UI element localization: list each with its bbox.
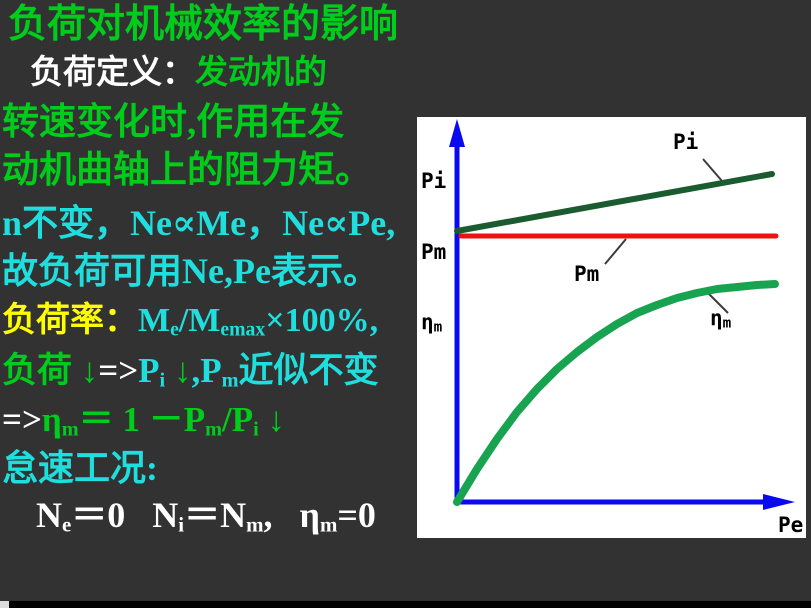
down-arrow: ↓ (165, 351, 192, 390)
formula-subscript: m (319, 512, 338, 537)
formula-segment: M (138, 302, 171, 339)
formula-segment: 近似不变 (238, 351, 379, 390)
text-line-load-rate: 负荷率：Me/Memax×100%, (2, 302, 379, 341)
pi-leader-line (702, 158, 723, 182)
eta-subscript: m (722, 315, 732, 332)
x-axis-label-pe: Pe (778, 513, 804, 537)
pm-curve-label: Pm (574, 262, 600, 286)
eta-curve-label: ηm (710, 306, 732, 332)
text-line-idle-equations: Ne＝0 Ni＝Nm, ηm=0 (36, 496, 376, 536)
formula-subscript: i (159, 369, 166, 392)
formula-segment: =0 (337, 495, 376, 535)
text-line-definition: 负荷定义：发动机的 (30, 55, 327, 92)
formula-segment: ,P (191, 351, 222, 390)
chart-panel: Pi Pm ηm Pi Pm ηm Pe (417, 117, 806, 538)
text-line-definition-3: 动机曲轴上的阻力矩。 (2, 150, 372, 191)
formula-subscript: m (221, 369, 239, 392)
formula-segment: , η (263, 495, 320, 535)
definition-label: 负荷定义： (30, 55, 195, 91)
formula-segment: ＝N (184, 495, 247, 535)
text-line-definition-2: 转速变化时,作用在发 (2, 102, 345, 143)
eta-leader-line (705, 290, 729, 314)
y-axis-labels: Pi Pm ηm (421, 123, 497, 383)
eta-subscript: m (433, 319, 443, 336)
corner-chip (0, 601, 9, 608)
formula-subscript: m (61, 418, 79, 441)
formula-segment: ×100%, (265, 302, 379, 339)
formula-segment: ＝0 (71, 495, 153, 535)
formula-segment: /M (178, 302, 221, 339)
text-line-load-decrease: 负荷 ↓=>Pi ↓,Pm近似不变 (2, 352, 379, 392)
formula-segment: /P (221, 400, 254, 439)
y-axis-label-pm: Pm (421, 239, 447, 264)
eta-symbol: η (421, 310, 434, 335)
y-axis-label-pi: Pi (421, 169, 447, 194)
formula-subscript: i (178, 512, 185, 537)
pm-leader-line (604, 238, 627, 265)
chart-canvas (449, 119, 795, 510)
definition-start: 发动机的 (195, 55, 327, 91)
formula-subscript: m (205, 418, 222, 441)
text-line-idle-condition: 怠速工况: (2, 448, 158, 488)
load-rate-label: 负荷率： (2, 302, 138, 339)
text-line-proportionality: n不变，Ne∝Me，Ne∝Pe, (2, 203, 396, 243)
formula-segment: N (36, 495, 62, 535)
bottom-bar (0, 601, 811, 608)
formula-segment: ＝ 1 －P (78, 400, 206, 439)
formula-segment: 负荷 ↓ (2, 351, 99, 390)
formula-subscript: e (170, 318, 179, 341)
formula-subscript: i (253, 418, 259, 441)
text-line-load-expression: 故负荷可用Ne,Pe表示。 (2, 251, 379, 291)
formula-subscript: emax (220, 318, 266, 341)
eta-symbol: η (710, 306, 723, 330)
y-axis-label-eta: ηm (421, 310, 497, 336)
text-line-eta-formula: =>ηm＝ 1 －Pm/Pi ↓ (2, 401, 285, 441)
formula-segment: P (138, 351, 160, 390)
pi-curve-label: Pi (673, 130, 699, 154)
page-title: 负荷对机械效率的影响 (8, 3, 399, 46)
formula-subscript: m (246, 512, 264, 537)
implies-arrow: => (98, 351, 139, 390)
formula-segment: N (152, 495, 179, 535)
implies-arrow: => (2, 400, 42, 439)
formula-segment: η (41, 400, 62, 439)
down-arrow: ↓ (258, 400, 285, 439)
formula-subscript: e (62, 512, 72, 537)
